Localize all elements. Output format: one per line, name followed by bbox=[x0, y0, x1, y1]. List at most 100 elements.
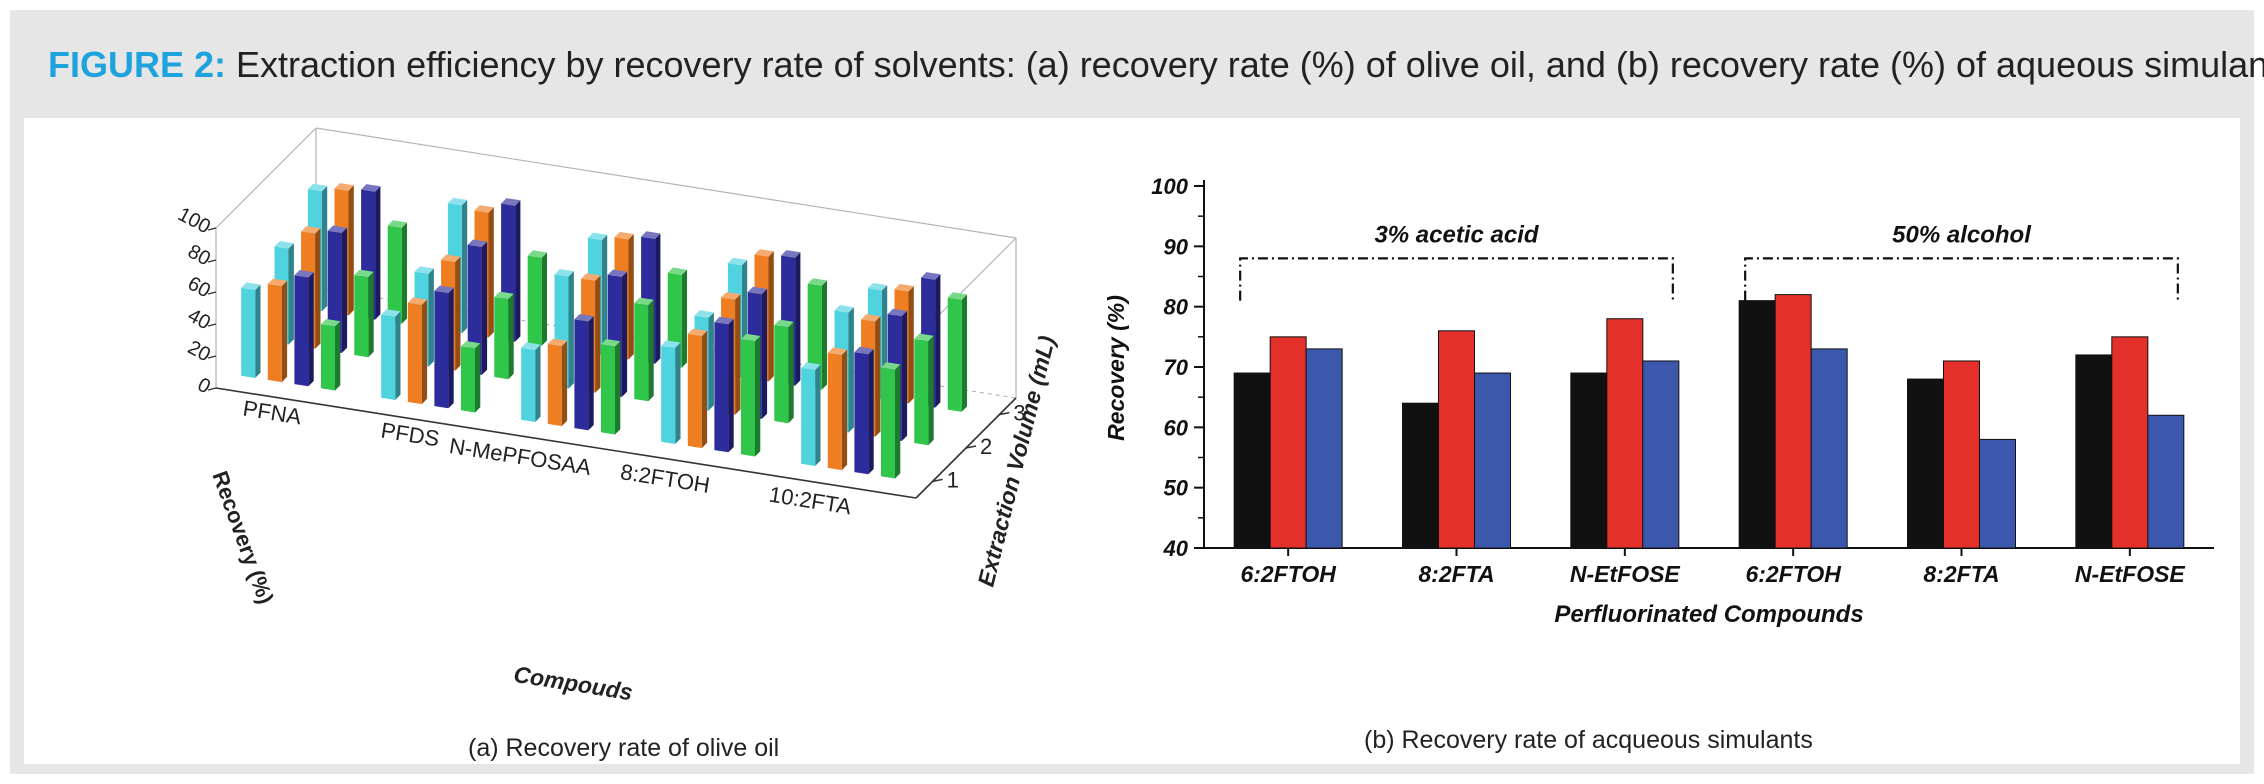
bar-3d bbox=[407, 297, 428, 405]
bar-side-face bbox=[708, 312, 714, 411]
x-axis-line bbox=[215, 387, 917, 499]
bar-side-face bbox=[908, 286, 914, 404]
bar-front-face bbox=[354, 275, 369, 358]
figure-panel: 0 20 40 60 80 100 Recovery (%) 1 2 3 Extraction Vo… bbox=[24, 118, 2240, 764]
bar-side-face bbox=[595, 275, 601, 393]
bar-3d bbox=[321, 319, 341, 391]
bar-side-face bbox=[561, 340, 568, 427]
z-tick-label: 100 bbox=[174, 203, 214, 238]
bar-side-face bbox=[588, 316, 594, 431]
bar-top-face bbox=[414, 266, 434, 274]
bar-front-face bbox=[714, 322, 729, 453]
bar-front-face bbox=[494, 297, 509, 380]
bar-3d bbox=[294, 270, 314, 387]
bar-top-face bbox=[441, 254, 461, 262]
bar-top-face bbox=[741, 333, 761, 342]
bar-side-face bbox=[341, 227, 348, 353]
bar-side-face bbox=[601, 234, 608, 356]
bar bbox=[2147, 414, 2185, 549]
volume-tick-label: 2 bbox=[980, 434, 992, 459]
bar-3d bbox=[547, 338, 568, 427]
bar-front-face bbox=[574, 319, 589, 431]
bar-3d bbox=[827, 347, 848, 471]
group-bracket bbox=[1744, 257, 2179, 301]
bar-side-face bbox=[568, 271, 574, 389]
bar-top-face bbox=[614, 231, 634, 240]
bar-top-face bbox=[947, 292, 967, 300]
bar-side-face bbox=[335, 321, 341, 391]
bar-top-face bbox=[547, 338, 568, 347]
bar-top-face bbox=[361, 184, 381, 192]
bar-front-face bbox=[827, 352, 842, 471]
bar-top-face bbox=[267, 278, 288, 287]
subcaption-a: (a) Recovery rate of olive oil bbox=[468, 734, 780, 762]
group-label: 3% acetic acid bbox=[1374, 221, 1539, 248]
bar-top-face bbox=[447, 197, 468, 206]
bar-3d bbox=[687, 328, 708, 449]
bar-top-face bbox=[661, 340, 681, 348]
bar-top-face bbox=[434, 285, 454, 294]
x-tick-label: N-EtFOSE bbox=[1570, 561, 1681, 587]
bar-side-face bbox=[461, 200, 468, 334]
bar-front-face bbox=[741, 339, 755, 457]
bar-top-face bbox=[327, 225, 348, 233]
bar-top-face bbox=[381, 309, 401, 317]
bar-3d bbox=[494, 291, 514, 380]
bar-side-face bbox=[481, 241, 488, 375]
bar-side-face bbox=[761, 288, 768, 419]
bar-side-face bbox=[368, 271, 374, 358]
bar-side-face bbox=[255, 284, 261, 378]
bar-top-face bbox=[807, 278, 827, 286]
bar-top-face bbox=[494, 291, 514, 300]
bar-3d bbox=[527, 250, 547, 346]
bar bbox=[1606, 318, 1644, 549]
bar-top-face bbox=[294, 270, 314, 278]
bar bbox=[1979, 438, 2016, 549]
volume-tick-label: 1 bbox=[947, 467, 959, 492]
bar-3d bbox=[881, 362, 901, 479]
z-tick-label: 80 bbox=[184, 241, 214, 271]
bar bbox=[1907, 378, 1944, 549]
bar bbox=[1642, 360, 1680, 549]
bar bbox=[1738, 300, 1776, 549]
bar-side-face bbox=[281, 280, 288, 383]
bar-top-face bbox=[714, 316, 734, 325]
bar-front-face bbox=[241, 287, 256, 378]
bar-3d bbox=[914, 333, 934, 446]
bar-3d bbox=[267, 278, 288, 383]
bar-top-face bbox=[354, 269, 374, 278]
bar-3d bbox=[241, 282, 261, 378]
bar-side-face bbox=[455, 256, 461, 371]
bar-top-face bbox=[894, 283, 914, 292]
y-tick-label: 40 bbox=[1163, 536, 1189, 561]
bar-front-face bbox=[434, 290, 449, 409]
bar-side-face bbox=[535, 344, 541, 422]
z-tick bbox=[207, 259, 217, 263]
bar-top-face bbox=[554, 269, 574, 277]
bar-top-face bbox=[834, 305, 854, 313]
bar-3d bbox=[801, 362, 821, 466]
bar-side-face bbox=[428, 268, 434, 367]
compound-label: N-MePFOSAA bbox=[448, 433, 593, 480]
z-tick bbox=[207, 291, 217, 295]
chart-b-aqueous-simulants: 40 50 60 70 80 90 100 Recovery (%) 6:2FTOH 8:2FTA… bbox=[1103, 174, 2214, 628]
bar-top-face bbox=[501, 198, 521, 206]
bar-side-face bbox=[875, 316, 881, 437]
x-tick-label: 8:2FTA bbox=[1418, 561, 1494, 587]
figure-caption-lead: FIGURE 2: bbox=[48, 44, 227, 85]
bar-side-face bbox=[795, 252, 801, 386]
bar bbox=[1943, 360, 1980, 549]
y-tick-label: 50 bbox=[1164, 476, 1189, 501]
bar-side-face bbox=[421, 299, 428, 405]
group-label: 50% alcohol bbox=[1892, 221, 2032, 248]
z-tick-label: 60 bbox=[184, 273, 214, 303]
bar-top-face bbox=[921, 272, 941, 280]
bar bbox=[1305, 348, 1343, 549]
bar-front-face bbox=[521, 347, 536, 422]
bar-top-face bbox=[667, 267, 687, 275]
bar-side-face bbox=[621, 271, 628, 397]
z-tick-label: 40 bbox=[184, 305, 214, 335]
bar-3d bbox=[714, 316, 734, 453]
bar-top-face bbox=[467, 239, 488, 247]
